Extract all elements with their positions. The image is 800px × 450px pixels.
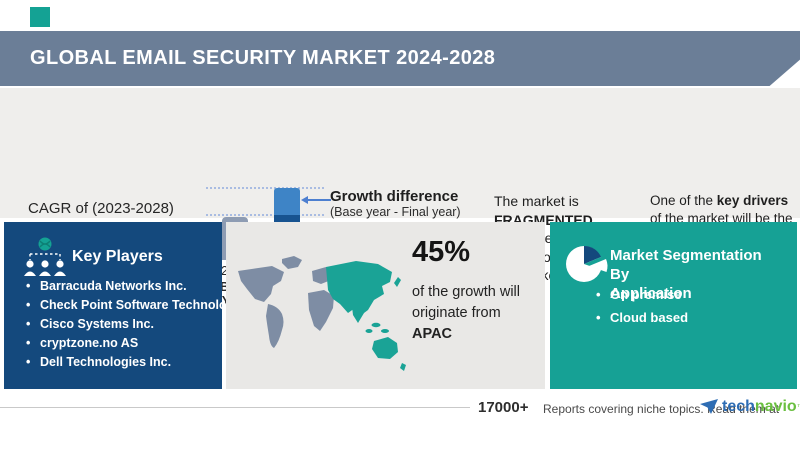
logo-trademark: ™: [797, 404, 800, 411]
key-players-title: Key Players: [72, 248, 163, 265]
key-players-panel: Key Players Barracuda Networks Inc. Chec…: [4, 222, 255, 389]
logo-word-navio: navio: [754, 398, 797, 415]
world-map: [238, 256, 406, 371]
growth-difference-subtitle: (Base year - Final year): [330, 205, 461, 219]
list-item: Barracuda Networks Inc.: [26, 280, 255, 294]
pie-chart-icon: [566, 245, 608, 282]
technavio-logo[interactable]: technavio™: [700, 398, 800, 416]
brand-accent-square: [30, 7, 50, 27]
footer-text: Reports covering niche topics. Read them…: [543, 402, 780, 416]
growth-difference-title: Growth difference: [330, 188, 459, 205]
bar-2028-growth-segment: [274, 188, 300, 215]
key-players-list: Barracuda Networks Inc. Check Point Soft…: [26, 280, 255, 375]
page-title: GLOBAL EMAIL SECURITY MARKET 2024-2028: [30, 47, 496, 69]
logo-word-tech: tech: [722, 398, 755, 415]
segmentation-list: On premise Cloud based: [596, 288, 688, 334]
logo-arrow-icon: [700, 399, 718, 414]
segmentation-panel: Market Segmentation By Application On pr…: [550, 222, 797, 389]
list-item: Check Point Software Technologie...: [26, 299, 255, 313]
apac-label: APAC: [412, 326, 453, 342]
cagr-label: CAGR of (2023-2028): [28, 200, 174, 217]
list-item: On premise: [596, 288, 688, 301]
footer-divider: [0, 407, 470, 408]
list-item: cryptzone.no AS: [26, 337, 255, 351]
apac-growth-panel: 45% of the growth will originate from AP…: [226, 222, 545, 389]
chart-gridline-base: [206, 214, 324, 216]
list-item: Dell Technologies Inc.: [26, 356, 255, 370]
org-chart-people-icon: [24, 237, 66, 276]
apac-share-value: 45%: [412, 236, 471, 268]
apac-share-text: of the growth will originate from APAC: [412, 284, 520, 342]
chart-gridline-final: [206, 187, 324, 189]
list-item: Cisco Systems Inc.: [26, 318, 255, 332]
list-item: Cloud based: [596, 311, 688, 324]
title-banner: GLOBAL EMAIL SECURITY MARKET 2024-2028: [0, 31, 800, 86]
stats-band: CAGR of (2023-2028) 13.64% 2023 Base Yea…: [0, 88, 800, 308]
report-count: 17000+: [478, 399, 529, 416]
growth-difference-arrow: [301, 196, 331, 204]
